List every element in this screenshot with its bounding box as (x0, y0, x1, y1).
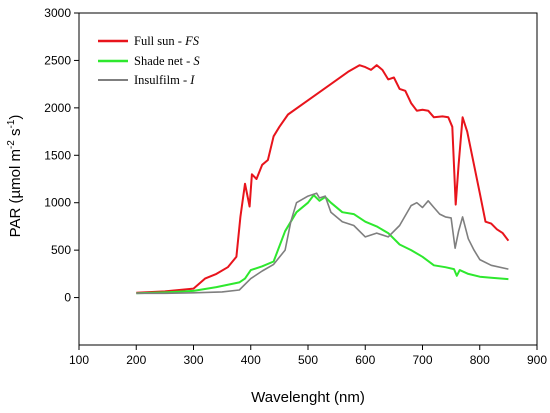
x-tick-label: 800 (470, 353, 490, 367)
x-tick-label: 600 (355, 353, 375, 367)
series-lines (136, 64, 510, 295)
y-tick-label: 2500 (44, 53, 71, 67)
series-line-full-sun (136, 64, 510, 294)
series-line-insulfilm (136, 192, 509, 295)
x-tick-label: 200 (126, 353, 146, 367)
legend-label-full-sun: Full sun - FS (134, 34, 200, 48)
y-axis-title-prefix: PAR (µmol m (7, 149, 24, 237)
x-tick-label: 500 (298, 353, 318, 367)
y-tick-label: 3000 (44, 6, 71, 20)
y-tick-label: 2000 (44, 101, 71, 115)
x-axis-title: Wavelenght (nm) (251, 389, 365, 406)
y-axis-title: PAR (µmol m-2 s-1) (6, 115, 24, 238)
x-axis-ticks: 100 200 300 400 500 600 700 800 900 (69, 345, 547, 367)
y-axis-title-exp2: -1 (6, 119, 17, 128)
series-line-shade-net (136, 194, 509, 295)
y-axis-title-exp1: -2 (6, 140, 17, 149)
legend-label-insulfilm: Insulfilm - I (134, 73, 195, 87)
x-tick-label: 300 (183, 353, 203, 367)
legend: Full sun - FS Shade net - S Insulfilm - … (98, 34, 200, 87)
x-tick-label: 700 (412, 353, 432, 367)
y-tick-label: 1000 (44, 196, 71, 210)
y-tick-label: 500 (51, 243, 71, 257)
x-tick-label: 400 (241, 353, 261, 367)
x-tick-label: 100 (69, 353, 89, 367)
y-tick-label: 0 (64, 291, 71, 305)
y-axis-title-mid: s (7, 128, 24, 140)
y-axis-title-suffix: ) (7, 115, 24, 120)
legend-label-shade-net: Shade net - S (134, 54, 200, 68)
y-tick-label: 1500 (44, 148, 71, 162)
y-axis-ticks: 0 500 1000 1500 2000 2500 3000 (44, 6, 79, 305)
x-tick-label: 900 (527, 353, 547, 367)
